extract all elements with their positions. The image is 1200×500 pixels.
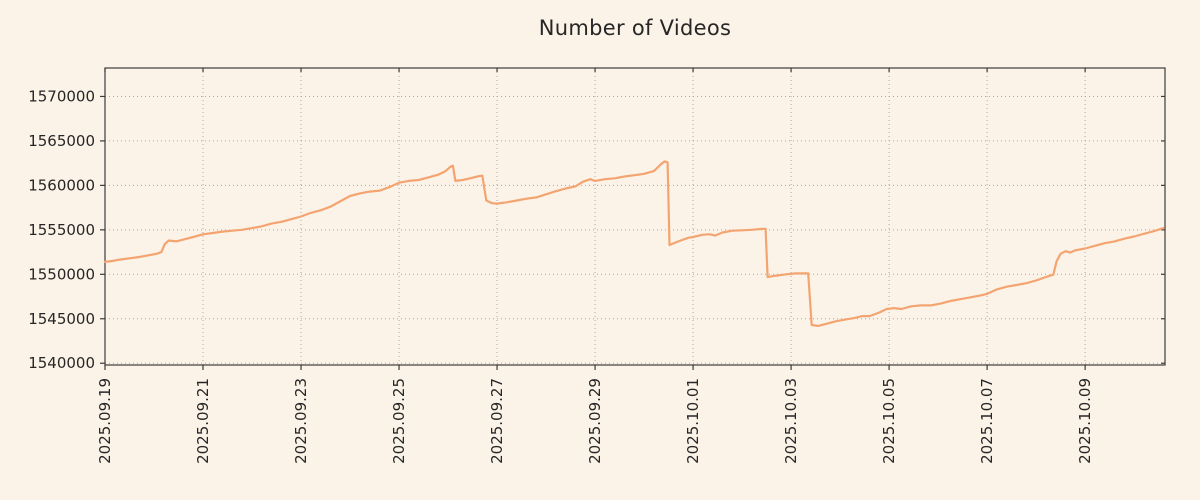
axis-frame xyxy=(104,67,1166,366)
series-line-number-of-videos xyxy=(103,160,1165,327)
x-tick-label: 2025.10.09 xyxy=(1076,378,1094,464)
x-tick-label: 2025.09.23 xyxy=(292,378,310,464)
y-tick-label: 1565000 xyxy=(28,132,95,150)
y-tick-label: 1570000 xyxy=(28,87,95,105)
axis-ticks xyxy=(100,68,1165,370)
x-tick-label: 2025.09.25 xyxy=(390,378,408,464)
x-tick-labels: 2025.09.19 2025.09.21 2025.09.23 2025.09.25… xyxy=(96,378,1094,464)
y-tick-label: 1540000 xyxy=(28,354,95,372)
grid-lines xyxy=(104,68,1165,365)
x-tick-label: 2025.10.01 xyxy=(684,378,702,464)
y-tick-label: 1555000 xyxy=(28,221,95,239)
chart-title: Number of Videos xyxy=(538,16,732,40)
x-tick-label: 2025.09.19 xyxy=(96,378,114,464)
plot-border xyxy=(104,67,1166,366)
x-tick-label: 2025.10.03 xyxy=(782,378,800,464)
x-tick-label: 2025.10.07 xyxy=(978,378,996,464)
y-tick-label: 1550000 xyxy=(28,265,95,283)
y-tick-label: 1560000 xyxy=(28,176,95,194)
series xyxy=(103,160,1165,327)
y-tick-label: 1545000 xyxy=(28,310,95,328)
x-tick-label: 2025.09.21 xyxy=(194,378,212,464)
y-tick-labels: 1540000 1545000 1550000 1555000 1560000 15650… xyxy=(28,87,95,372)
x-tick-label: 2025.09.27 xyxy=(488,378,506,464)
x-tick-label: 2025.09.29 xyxy=(586,378,604,464)
x-tick-label: 2025.10.05 xyxy=(880,378,898,464)
